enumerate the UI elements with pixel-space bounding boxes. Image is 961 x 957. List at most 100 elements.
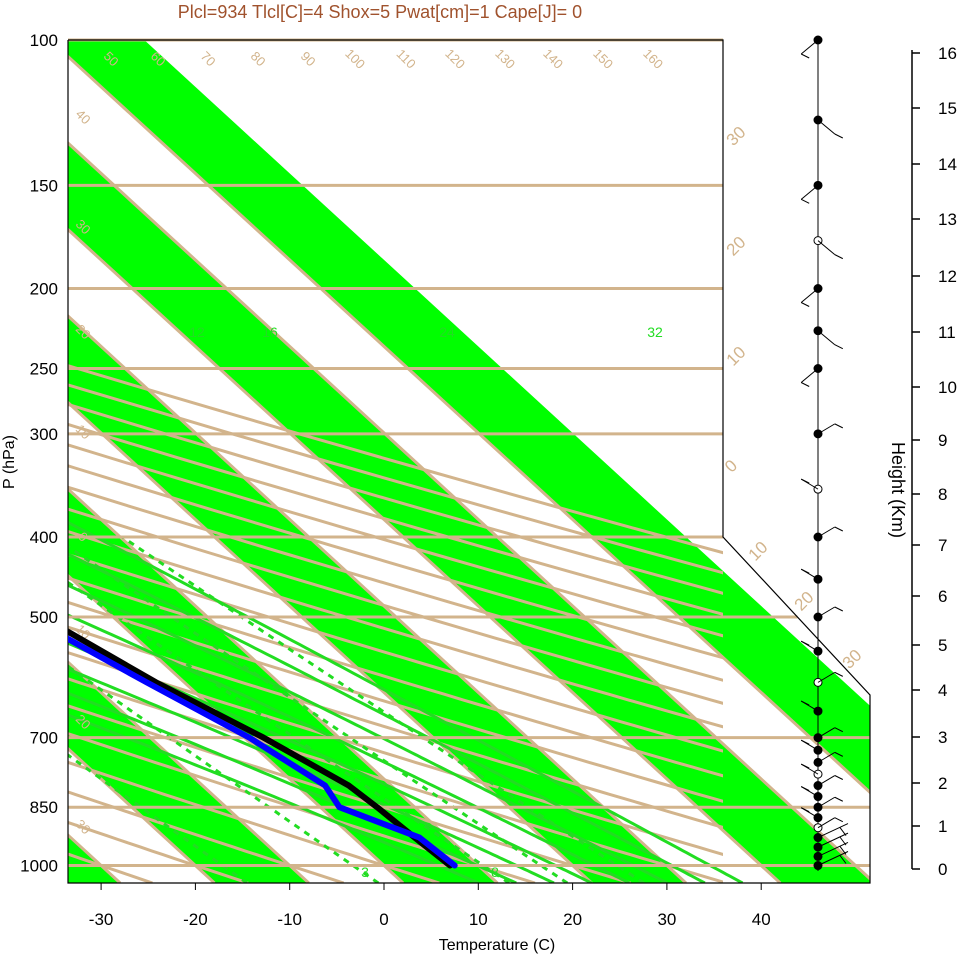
wind-barb	[817, 727, 836, 739]
dry-adiabat	[68, 600, 723, 803]
x-axis-label: Temperature (C)	[439, 937, 555, 954]
skewed-isotherm-label: 20	[723, 233, 750, 260]
dry-adiabat	[68, 485, 723, 682]
temperature-tick-label: 40	[752, 910, 771, 929]
chart-title: Plcl=934 Tlcl[C]=4 Shox=5 Pwat[cm]=1 Cap…	[178, 2, 582, 22]
dry-adiabat	[68, 530, 723, 729]
plot-frame	[67, 39, 871, 884]
dry-adiabat	[68, 732, 536, 883]
wind-barb-flag	[834, 796, 844, 802]
wind-barb-flag	[834, 751, 844, 757]
dry-adiabat-label: 120	[442, 46, 468, 72]
dry-adiabats	[68, 364, 723, 883]
pressure-tick-label: 400	[30, 528, 58, 547]
height-tick-label: 16	[938, 44, 957, 63]
wind-barb	[817, 423, 836, 435]
pressure-tick-label: 700	[30, 729, 58, 748]
dry-adiabat	[68, 677, 723, 883]
temperature-tick-label: -30	[89, 910, 114, 929]
height-tick-label: 0	[938, 860, 947, 879]
pressure-tick-label: 150	[30, 176, 58, 195]
temperature-tick-label: 20	[563, 910, 582, 929]
skewed-isotherm-label: 0	[721, 456, 741, 476]
wind-barb-flag	[800, 640, 810, 646]
temperature-tick-label: -10	[277, 910, 302, 929]
height-axis-label: Height (Km)	[888, 442, 908, 538]
height-tick-label: 12	[938, 267, 957, 286]
temperature-tick-label: -20	[183, 910, 208, 929]
height-tick-label: 11	[938, 323, 956, 342]
height-tick-label: 7	[938, 536, 947, 555]
wind-barb	[817, 119, 836, 135]
wind-barb-flag	[800, 382, 810, 387]
moist-adiabat-label: 24	[439, 324, 455, 340]
wind-barb	[817, 841, 849, 857]
wind-barb	[817, 240, 836, 256]
wind-barb-flag	[834, 254, 844, 260]
wind-barb	[800, 39, 819, 55]
dry-adiabat-label: 160	[640, 46, 666, 72]
wind-barb-flag	[834, 423, 844, 429]
pressure-tick-label: 100	[30, 31, 58, 50]
left-edge-label: 40	[73, 106, 94, 127]
isotherm-line	[68, 40, 310, 883]
moist-adiabat-label: 16	[262, 324, 278, 340]
height-tick-label: 4	[938, 681, 947, 700]
moist-adiabat	[68, 367, 706, 883]
wind-barb-flag	[800, 478, 810, 484]
dry-adiabat-label: 90	[298, 48, 319, 69]
dry-adiabat	[68, 704, 631, 883]
wind-barb	[817, 823, 849, 839]
wind-barb	[817, 751, 836, 763]
wind-barb-flag	[834, 526, 844, 532]
wind-barb	[800, 288, 819, 303]
height-tick-label: 15	[938, 99, 957, 118]
wind-barb	[817, 796, 836, 808]
height-tick-label: 2	[938, 774, 947, 793]
wind-barb	[817, 526, 836, 538]
moist-adiabat	[68, 367, 480, 883]
skewed-isotherm-label: 10	[745, 538, 772, 565]
skewed-isotherm-label: 30	[839, 646, 866, 673]
isotherm-line	[68, 40, 687, 883]
wind-barb	[817, 851, 849, 866]
isotherm-line	[68, 40, 870, 883]
wind-barb-flag	[800, 198, 810, 204]
dry-adiabat-label: 100	[342, 46, 368, 72]
height-tick-label: 3	[938, 728, 947, 747]
pressure-tick-label: 250	[30, 360, 58, 379]
wind-barb-flag	[834, 671, 844, 677]
pressure-tick-label: 1000	[20, 857, 58, 876]
left-edge-label: 30	[73, 816, 94, 837]
wind-barbs	[800, 35, 849, 871]
green-bands	[68, 40, 870, 883]
moist-adiabats	[68, 367, 744, 883]
isotherm-line	[68, 40, 405, 883]
green-band	[68, 40, 870, 883]
wind-barb	[800, 368, 819, 383]
dry-adiabat-label: 140	[540, 46, 566, 72]
dry-adiabat	[68, 820, 249, 883]
wind-barb-flag	[834, 775, 844, 780]
skewed-isotherm-label: 30	[723, 123, 750, 150]
wind-barb	[817, 817, 836, 829]
y-axis-label: P (hPa)	[1, 435, 18, 489]
wind-barb-flag	[800, 739, 810, 745]
isotherm-line	[68, 40, 782, 883]
wind-barb-flag	[834, 133, 844, 139]
dry-adiabat	[68, 507, 723, 705]
pressure-tick-label: 500	[30, 608, 58, 627]
isotherm-line	[68, 40, 870, 883]
skewed-isotherm-label: 10	[723, 343, 750, 370]
wind-barb-flag	[800, 302, 810, 307]
moist-adiabat	[68, 367, 555, 883]
moist-adiabat	[68, 367, 593, 883]
moist-adiabat	[68, 367, 668, 883]
green-band	[68, 40, 870, 883]
wind-barb-flag	[834, 727, 844, 733]
wind-barb-flag	[800, 53, 810, 59]
wind-barb-flag	[800, 786, 810, 791]
wind-barb	[817, 671, 836, 683]
green-band	[68, 40, 498, 883]
